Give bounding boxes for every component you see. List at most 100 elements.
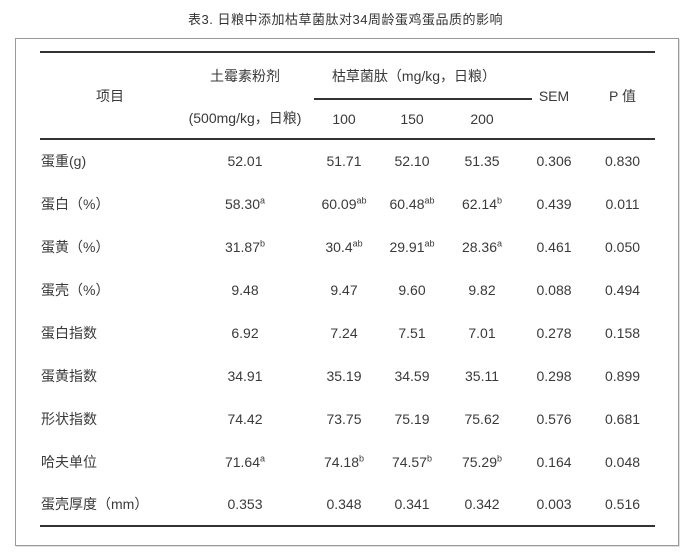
cell-value: 0.048 bbox=[604, 453, 641, 470]
treatment-group-label: 枯草菌肽（mg/kg，日粮） bbox=[331, 68, 497, 85]
row-label: 蛋壳厚度（mm） bbox=[41, 496, 149, 512]
cell-value: 60.48ab bbox=[389, 194, 435, 212]
dose-header-row: 100 150 200 bbox=[40, 100, 655, 139]
significance-superscript: b bbox=[427, 452, 433, 463]
cell-value: 0.050 bbox=[604, 238, 641, 255]
control-dose-label: (500mg/kg，日粮) bbox=[188, 110, 302, 126]
significance-superscript: ab bbox=[352, 237, 363, 248]
control-name-label: 土霉素粉剂 bbox=[210, 68, 280, 84]
cell-value: 35.19 bbox=[326, 367, 362, 384]
cell-value: 75.19 bbox=[394, 410, 430, 427]
row-label: 哈夫单位 bbox=[41, 453, 97, 470]
significance-superscript: b bbox=[497, 194, 503, 205]
cell-value: 0.278 bbox=[536, 324, 572, 341]
cell-value: 0.298 bbox=[536, 367, 572, 384]
cell-value: 74.18b bbox=[323, 452, 365, 470]
cell-value: 28.36a bbox=[461, 237, 503, 255]
cell-value: 75.29b bbox=[461, 452, 503, 470]
cell-value: 0.003 bbox=[536, 496, 572, 512]
cell-value: 52.10 bbox=[394, 153, 430, 169]
row-label: 蛋白（%） bbox=[41, 195, 110, 212]
table-header: 项目 土霉素粉剂 (500mg/kg，日粮) 枯草菌肽（mg/kg，日粮） SE… bbox=[40, 52, 656, 139]
table-row: 蛋黄指数 34.91 35.19 34.59 35.11 0.298 0.899 bbox=[40, 354, 655, 397]
cell-value: 0.306 bbox=[536, 153, 572, 169]
cell-value: 0.348 bbox=[326, 496, 362, 512]
cell-value: 9.60 bbox=[398, 281, 426, 298]
cell-value: 0.439 bbox=[536, 195, 572, 212]
cell-value: 52.01 bbox=[227, 153, 263, 169]
col-header-control: 土霉素粉剂 (500mg/kg，日粮) bbox=[180, 52, 310, 139]
cell-value: 62.14b bbox=[461, 194, 503, 212]
row-label: 蛋黄指数 bbox=[41, 367, 97, 384]
cell-value: 0.461 bbox=[536, 238, 572, 255]
cell-value: 51.35 bbox=[464, 153, 500, 169]
significance-superscript: ab bbox=[356, 194, 367, 205]
cell-value: 75.62 bbox=[464, 410, 500, 427]
cell-value: 0.353 bbox=[227, 496, 263, 512]
cell-value: 74.42 bbox=[227, 410, 263, 427]
cell-value: 51.71 bbox=[326, 153, 362, 169]
cell-value: 0.899 bbox=[604, 367, 641, 384]
cell-value: 6.92 bbox=[231, 324, 259, 341]
table-caption: 表3. 日粮中添加枯草菌肽对34周龄蛋鸡蛋品质的影响 bbox=[188, 12, 503, 27]
cell-value: 0.494 bbox=[604, 281, 641, 298]
treatment-group-rule bbox=[314, 97, 533, 100]
table-row: 蛋重(g) 52.01 51.71 52.10 51.35 0.306 0.830 bbox=[40, 139, 655, 182]
table-row: 蛋壳（%） 9.48 9.47 9.60 9.82 0.088 0.494 bbox=[40, 268, 655, 311]
cell-value: 0.088 bbox=[536, 281, 572, 298]
cell-value: 0.342 bbox=[464, 496, 500, 512]
cell-value: 9.47 bbox=[330, 281, 358, 298]
cell-value: 0.681 bbox=[604, 410, 641, 427]
col-header-treatment-group: 枯草菌肽（mg/kg，日粮） bbox=[310, 52, 533, 100]
data-table: 项目 土霉素粉剂 (500mg/kg，日粮) 枯草菌肽（mg/kg，日粮） SE… bbox=[40, 51, 656, 527]
col-header-p-value: P 值 bbox=[609, 87, 636, 104]
table-row: 哈夫单位 71.64a 74.18b 74.57b 75.29b 0.164 0.048 bbox=[40, 440, 655, 483]
cell-value: 0.576 bbox=[536, 410, 572, 427]
cell-value: 71.64a bbox=[224, 452, 266, 470]
col-header-item: 项目 bbox=[96, 87, 124, 104]
cell-value: 0.830 bbox=[604, 153, 641, 169]
cell-value: 58.30a bbox=[224, 194, 266, 212]
cell-value: 7.24 bbox=[330, 324, 358, 341]
significance-superscript: b bbox=[497, 452, 503, 463]
cell-value: 34.59 bbox=[394, 367, 430, 384]
cell-value: 74.57b bbox=[391, 452, 433, 470]
cell-value: 73.75 bbox=[326, 410, 362, 427]
dose-header: 100 bbox=[332, 110, 356, 127]
cell-value: 7.51 bbox=[398, 324, 426, 341]
row-label: 形状指数 bbox=[41, 410, 97, 427]
cell-value: 35.11 bbox=[465, 367, 499, 384]
table-body: 蛋重(g) 52.01 51.71 52.10 51.35 0.306 0.830 蛋白（%）… bbox=[40, 139, 655, 526]
cell-value: 0.516 bbox=[604, 496, 641, 512]
col-header-sem: SEM bbox=[538, 87, 570, 104]
table-row: 蛋黄（%） 31.87b 30.4ab 29.91ab 28.36a 0.461 0.050 bbox=[40, 225, 655, 268]
cell-value: 34.91 bbox=[227, 367, 263, 384]
cell-value: 9.82 bbox=[468, 281, 496, 298]
significance-superscript: a bbox=[260, 452, 266, 463]
significance-superscript: a bbox=[260, 194, 266, 205]
table-row: 蛋白（%） 58.30a 60.09ab 60.48ab 62.14b 0.439 0.01… bbox=[40, 182, 655, 225]
row-label: 蛋壳（%） bbox=[41, 281, 110, 298]
cell-value: 31.87b bbox=[224, 237, 266, 255]
significance-superscript: ab bbox=[424, 194, 435, 205]
cell-value: 60.09ab bbox=[321, 194, 367, 212]
cell-value: 0.158 bbox=[604, 324, 641, 341]
significance-superscript: a bbox=[497, 237, 503, 248]
cell-value: 29.91ab bbox=[389, 237, 435, 255]
significance-superscript: ab bbox=[424, 237, 435, 248]
cell-value: 0.341 bbox=[394, 496, 430, 512]
table-container: 项目 土霉素粉剂 (500mg/kg，日粮) 枯草菌肽（mg/kg，日粮） SE… bbox=[15, 38, 679, 546]
table-row: 形状指数 74.42 73.75 75.19 75.62 0.576 0.681 bbox=[40, 397, 655, 440]
cell-value: 0.011 bbox=[605, 195, 640, 212]
cell-value: 30.4ab bbox=[325, 237, 363, 255]
dose-header: 200 bbox=[470, 110, 494, 127]
cell-value: 7.01 bbox=[468, 324, 496, 341]
row-label: 蛋黄（%） bbox=[41, 238, 110, 255]
dose-header: 150 bbox=[400, 110, 424, 127]
row-label: 蛋白指数 bbox=[41, 324, 97, 341]
table-row: 蛋壳厚度（mm） 0.353 0.348 0.341 0.342 0.003 0.516 bbox=[40, 483, 655, 526]
significance-superscript: b bbox=[260, 237, 266, 248]
cell-value: 0.164 bbox=[536, 453, 572, 470]
significance-superscript: b bbox=[359, 452, 365, 463]
